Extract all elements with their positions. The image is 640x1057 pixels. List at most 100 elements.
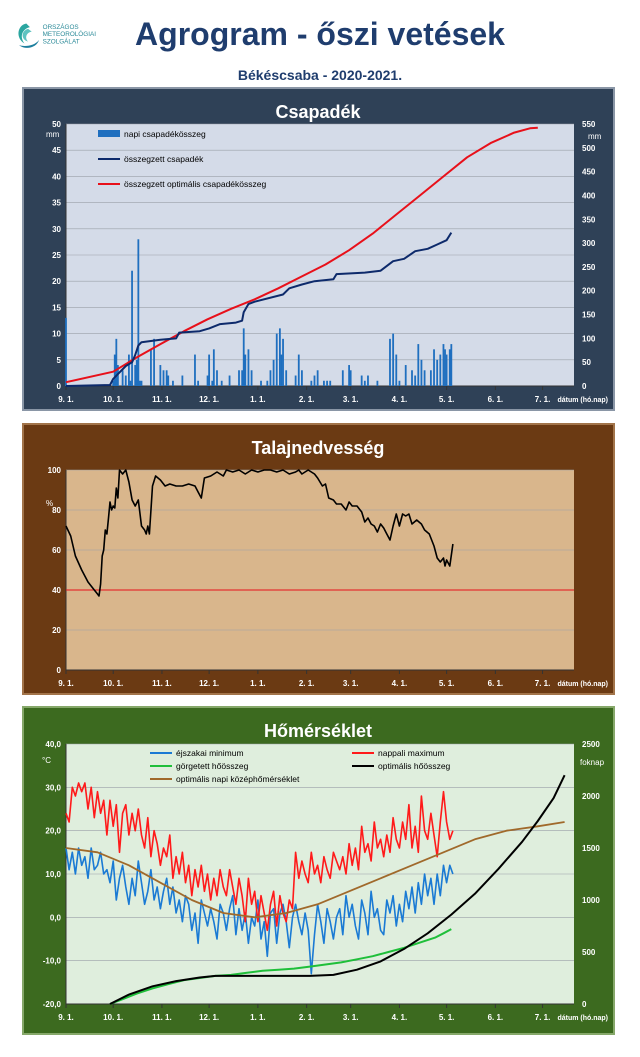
y-right-tick-label: 550 xyxy=(582,120,596,129)
y-tick-label: 0 xyxy=(57,666,62,675)
precip-bar xyxy=(404,365,407,386)
logo-swirl-icon xyxy=(18,23,39,48)
soil-plot-area xyxy=(66,470,574,670)
precip-bar xyxy=(417,344,420,386)
x-tick-label: 5. 1. xyxy=(439,395,455,404)
precip-bar xyxy=(242,328,245,386)
soil-ylabel: % xyxy=(46,499,53,508)
precip-bar xyxy=(247,349,250,386)
x-tick-label: 9. 1. xyxy=(58,395,74,404)
precip-bar xyxy=(367,375,369,386)
x-tick-label: 5. 1. xyxy=(439,679,455,688)
precip-bar xyxy=(228,375,231,386)
x-tick-label: 12. 1. xyxy=(199,395,219,404)
precip-bar xyxy=(389,338,391,386)
precip-bar xyxy=(159,365,162,386)
precip-bar xyxy=(282,338,284,386)
precip-bar xyxy=(376,380,379,386)
temp-ylabel-right: foknap xyxy=(580,758,605,767)
x-tick-label: 4. 1. xyxy=(392,395,408,404)
precip-bar xyxy=(241,370,244,386)
y-tick-label: 50 xyxy=(52,120,61,129)
x-tick-label: 9. 1. xyxy=(58,679,74,688)
precip-bar xyxy=(420,359,423,386)
y-right-tick-label: 500 xyxy=(582,144,596,153)
y-right-tick-label: 300 xyxy=(582,239,596,248)
precip-ylabel-right: mm xyxy=(588,132,602,141)
x-tick-label: 11. 1. xyxy=(152,679,172,688)
x-axis-label: dátum (hó.nap) xyxy=(557,397,608,404)
legend-label: éjszakai minimum xyxy=(176,748,244,758)
x-tick-label: 7. 1. xyxy=(535,679,551,688)
precip-title: Csapadék xyxy=(275,102,361,122)
x-tick-label: 10. 1. xyxy=(103,1013,123,1022)
temp-ylabel: °C xyxy=(42,756,51,765)
precip-bar xyxy=(429,370,432,386)
precip-bar xyxy=(316,370,319,386)
precip-bar xyxy=(212,349,215,386)
y-right-tick-label: 1000 xyxy=(582,896,600,905)
precip-bar xyxy=(250,370,253,386)
precip-bar xyxy=(275,333,278,386)
precip-bar xyxy=(301,370,303,386)
precip-bar xyxy=(131,270,133,386)
y-tick-label: 40 xyxy=(52,586,61,595)
y-tick-label: 20,0 xyxy=(45,827,61,836)
y-tick-label: 20 xyxy=(52,626,61,635)
y-tick-label: 5 xyxy=(57,356,62,365)
x-tick-label: 1. 1. xyxy=(250,1013,266,1022)
precip-bar xyxy=(444,349,446,386)
precip-bar xyxy=(121,370,124,386)
precip-bar xyxy=(244,354,247,386)
x-tick-label: 6. 1. xyxy=(488,1013,504,1022)
y-right-tick-label: 0 xyxy=(582,1000,587,1009)
precip-bar xyxy=(442,344,445,386)
precip-bar xyxy=(326,380,328,386)
y-tick-label: 35 xyxy=(52,199,61,208)
precip-bar xyxy=(139,380,141,386)
precip-bar xyxy=(165,370,168,386)
y-tick-label: 0 xyxy=(57,382,62,391)
y-right-tick-label: 50 xyxy=(582,358,591,367)
precip-bar xyxy=(294,375,297,386)
precip-bar xyxy=(266,380,269,386)
precip-bar xyxy=(162,370,165,386)
soil-moisture-line xyxy=(65,469,454,597)
page-subtitle: Békéscsaba - 2020-2021. xyxy=(237,67,403,83)
precip-bar xyxy=(392,333,395,386)
precip-bar xyxy=(348,365,350,386)
x-tick-label: 3. 1. xyxy=(343,679,359,688)
precip-bar xyxy=(423,370,426,386)
x-axis-label: dátum (hó.nap) xyxy=(557,1015,608,1022)
x-axis-label: dátum (hó.nap) xyxy=(557,681,608,688)
y-tick-label: 25 xyxy=(52,251,61,260)
x-tick-label: 3. 1. xyxy=(343,395,359,404)
precip-bar xyxy=(134,365,137,386)
precip-bar xyxy=(313,375,316,386)
precip-bar xyxy=(181,375,184,386)
x-tick-label: 10. 1. xyxy=(103,679,123,688)
y-tick-label: 100 xyxy=(48,466,62,475)
precip-bar xyxy=(124,375,127,386)
precip-bar xyxy=(433,349,435,386)
optimal-mean-temp-line xyxy=(65,821,565,919)
precip-bar xyxy=(137,239,140,386)
soil-title: Talajnedvesség xyxy=(252,438,385,458)
x-tick-label: 6. 1. xyxy=(488,679,504,688)
precip-bar xyxy=(65,317,67,386)
x-tick-label: 10. 1. xyxy=(103,395,123,404)
y-right-tick-label: 0 xyxy=(582,382,587,391)
x-tick-label: 4. 1. xyxy=(392,679,408,688)
x-tick-label: 1. 1. xyxy=(250,679,266,688)
legend-label: összegzett csapadék xyxy=(124,154,204,164)
precip-bar xyxy=(285,370,288,386)
y-right-tick-label: 450 xyxy=(582,168,596,177)
precip-bar xyxy=(323,380,325,386)
y-tick-label: -10,0 xyxy=(43,957,62,966)
precip-bar xyxy=(450,344,453,386)
x-tick-label: 1. 1. xyxy=(250,395,266,404)
legend-label: optimális hőösszeg xyxy=(378,761,451,771)
legend-label: összegzett optimális csapadékösszeg xyxy=(124,179,266,189)
precip-bar xyxy=(211,380,214,386)
